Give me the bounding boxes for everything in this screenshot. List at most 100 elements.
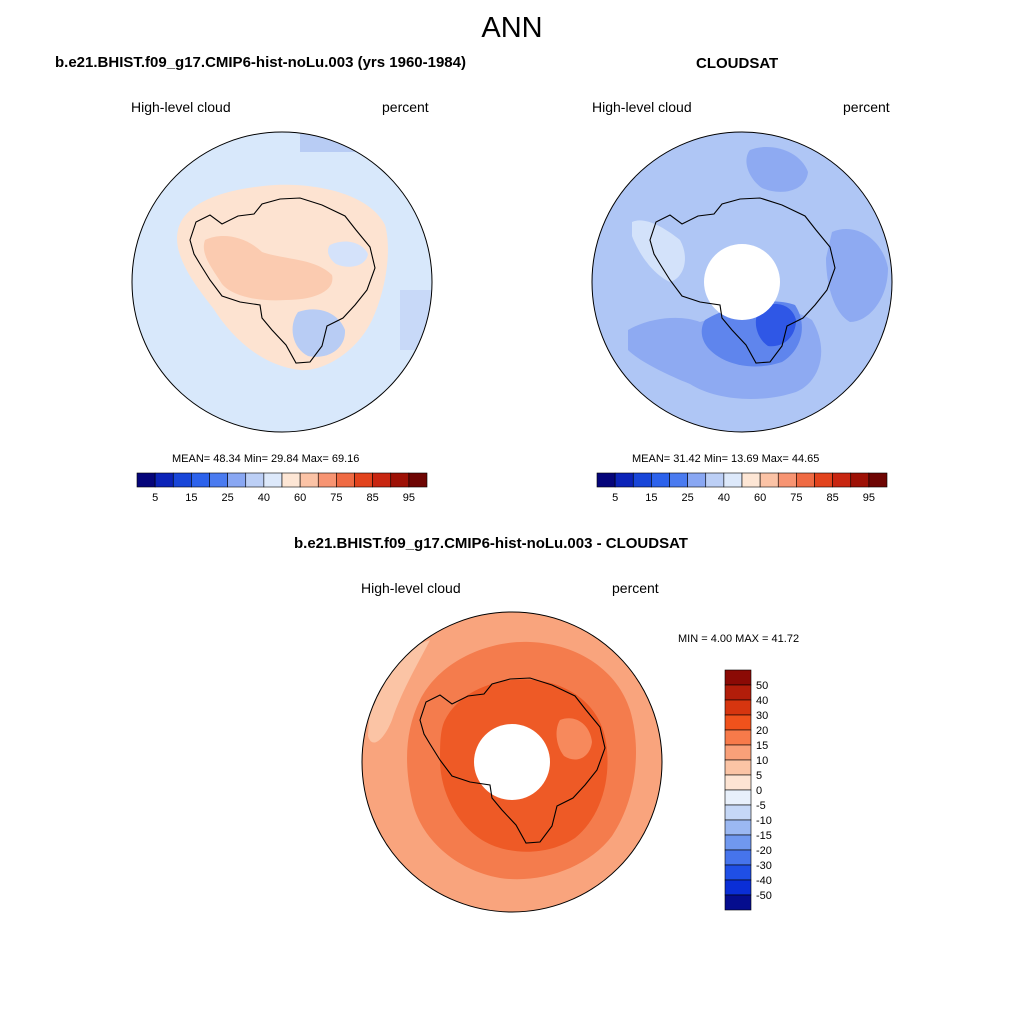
panel3-stats: MIN = 4.00 MAX = 41.72 xyxy=(678,633,800,645)
panel3-colorbar-tick-label: 20 xyxy=(756,725,768,737)
panel1-colorbar-box xyxy=(209,472,228,488)
panel2-colorbar-box xyxy=(687,472,707,488)
panel1-field-patch-low xyxy=(328,241,368,267)
panel3-colorbar-tick-label: 30 xyxy=(756,710,768,722)
panel3-colorbar-tick-label: 15 xyxy=(756,740,768,752)
panel2-map xyxy=(591,131,893,433)
panel1-map xyxy=(131,131,433,433)
panel1-colorbar-tick-label: 85 xyxy=(367,492,379,504)
panel3-map-border xyxy=(361,611,663,913)
panel2-colorbar-box xyxy=(723,472,743,488)
panel1-colorbar-box xyxy=(263,472,283,488)
panel3-title: b.e21.BHIST.f09_g17.CMIP6-hist-noLu.003 … xyxy=(294,535,688,552)
panel3-colorbar-box xyxy=(724,744,752,761)
panel1-colorbar-tick-label: 75 xyxy=(330,492,342,504)
panel2-colorbar-tick-label: 15 xyxy=(645,492,657,504)
panel3-colorbar-tick-label: 50 xyxy=(756,680,768,692)
panel2-colorbar-tick-label: 5 xyxy=(612,492,618,504)
panel3-colorbar-box xyxy=(724,849,752,866)
panel1-colorbar-box xyxy=(154,472,174,488)
panel2-colorbar-box xyxy=(632,472,652,488)
panel1-colorbar-box xyxy=(336,472,355,488)
panel2-colorbar-box xyxy=(596,472,616,488)
panel2-field-mid xyxy=(746,146,808,192)
panel3-colorbar-box xyxy=(724,894,752,911)
panel2-colorbar-box xyxy=(651,472,670,488)
panel2-field-lowest xyxy=(755,304,796,347)
panel3-colorbar-box xyxy=(724,819,752,836)
panel3-field-light xyxy=(556,718,592,760)
panel2-colorbar-tick-label: 60 xyxy=(754,492,766,504)
panel1-colorbar-box xyxy=(227,472,247,488)
panel2-stats: MEAN= 31.42 Min= 13.69 Max= 44.65 xyxy=(632,453,820,465)
panel2-colorbar-tick-label: 25 xyxy=(682,492,694,504)
panel3-colorbar-tick-label: -40 xyxy=(756,875,772,887)
panel1-map-border xyxy=(131,131,433,433)
panel3-colorbar-box xyxy=(724,879,752,896)
main-title: ANN xyxy=(481,12,543,44)
panel1-variable-label: High-level cloud xyxy=(131,99,231,115)
panel2-colorbar-tick-label: 75 xyxy=(790,492,802,504)
panel2-variable-label: High-level cloud xyxy=(592,99,692,115)
panel1-colorbar-box xyxy=(191,472,210,488)
panel3-colorbar-box xyxy=(724,774,752,791)
panel3-pole-hole xyxy=(474,724,550,800)
panel1-colorbar-box xyxy=(408,472,428,488)
panel1-colorbar-box xyxy=(136,472,156,488)
panel3-colorbar-tick-label: 0 xyxy=(756,785,762,797)
panel1-antarctica-coastline xyxy=(189,197,376,364)
panel3-colorbar-box xyxy=(724,714,752,731)
panel1-colorbar-box xyxy=(245,472,265,488)
panel2-colorbar-box xyxy=(814,472,833,488)
panel2-colorbar-box xyxy=(614,472,634,488)
panel3-colorbar-box xyxy=(724,864,752,881)
panel1-field-patch-high xyxy=(203,236,333,301)
panel2-antarctica-coastline xyxy=(649,197,836,364)
panel2-colorbar-box xyxy=(705,472,725,488)
panel2-colorbar-box xyxy=(850,472,870,488)
panel1-colorbar-tick-label: 60 xyxy=(294,492,306,504)
panel1-colorbar-tick-label: 25 xyxy=(222,492,234,504)
panel2-colorbar-box xyxy=(832,472,852,488)
panel3-antarctica-coastline xyxy=(419,677,606,844)
panel3-colorbar-tick-label: 10 xyxy=(756,755,768,767)
panel2-colorbar-tick-label: 85 xyxy=(827,492,839,504)
panel1-colorbar-box xyxy=(390,472,410,488)
panel1-colorbar-box xyxy=(281,472,301,488)
panel2-colorbar-box xyxy=(868,472,888,488)
panel2-field-mid xyxy=(826,229,888,322)
panel3-colorbar-box xyxy=(724,804,752,821)
panel1-colorbar-tick-label: 5 xyxy=(152,492,158,504)
panel3-colorbar-tick-label: -15 xyxy=(756,830,772,842)
panel3-colorbar-tick-label: -20 xyxy=(756,845,772,857)
panel1-colorbar: 5 15 25 40 60 75 85 95 xyxy=(136,472,428,504)
panel3-colorbar-box xyxy=(724,669,752,686)
panel2-colorbar-box xyxy=(759,472,779,488)
panel3-colorbar-tick-label: -10 xyxy=(756,815,772,827)
panel3-colorbar-box xyxy=(724,834,752,851)
panel1-title: b.e21.BHIST.f09_g17.CMIP6-hist-noLu.003 … xyxy=(55,54,466,71)
panel1-colorbar-tick-label: 95 xyxy=(403,492,415,504)
panel1-colorbar-box xyxy=(372,472,392,488)
panel3-colorbar-box xyxy=(724,789,752,806)
panel2-field-peninsula xyxy=(632,220,685,282)
panel3-field-light xyxy=(368,640,430,743)
panel3-colorbar-box xyxy=(724,699,752,716)
panel2-map-border xyxy=(591,131,893,433)
panel2-colorbar-tick-label: 95 xyxy=(863,492,875,504)
panel1-colorbar-box xyxy=(317,472,337,488)
panel1-field-patch-low xyxy=(292,309,346,357)
panel3-units-label: percent xyxy=(612,580,659,596)
panel3-colorbar-box xyxy=(724,729,752,746)
panel3-colorbar-tick-label: -30 xyxy=(756,860,772,872)
panel1-colorbar-tick-label: 40 xyxy=(258,492,270,504)
panel2-colorbar-box xyxy=(777,472,797,488)
panel3-colorbar-tick-label: 5 xyxy=(756,770,762,782)
panel1-units-label: percent xyxy=(382,99,429,115)
panel2-colorbar-tick-label: 40 xyxy=(718,492,730,504)
panel3-colorbar-box xyxy=(724,759,752,776)
panel3-colorbar-box xyxy=(724,684,752,701)
panel1-stats: MEAN= 48.34 Min= 29.84 Max= 69.16 xyxy=(172,453,360,465)
panel2-colorbar-box xyxy=(796,472,815,488)
